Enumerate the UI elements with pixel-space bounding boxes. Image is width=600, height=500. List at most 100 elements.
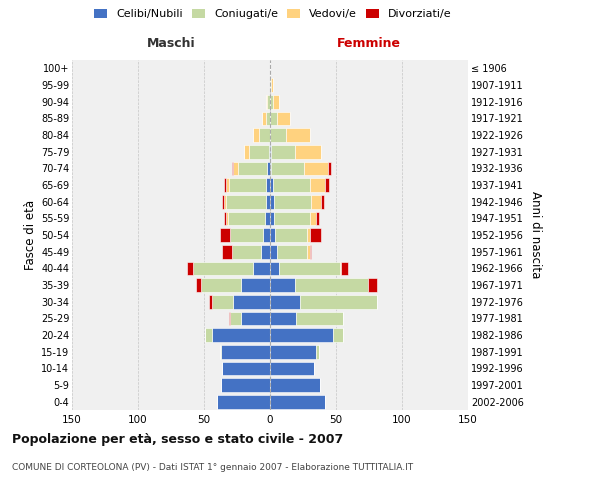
Bar: [221, 378, 270, 392]
Bar: [270, 378, 320, 392]
Bar: [304, 162, 328, 175]
Bar: [223, 195, 224, 208]
Bar: [271, 78, 272, 92]
Bar: [224, 212, 226, 225]
Bar: [270, 112, 277, 125]
Bar: [307, 228, 310, 242]
Bar: [277, 112, 290, 125]
Bar: [224, 178, 226, 192]
Bar: [310, 212, 316, 225]
Text: Maschi: Maschi: [146, 37, 196, 50]
Text: Femmine: Femmine: [337, 37, 401, 50]
Bar: [244, 145, 249, 158]
Bar: [270, 78, 271, 92]
Bar: [268, 95, 270, 108]
Bar: [228, 212, 265, 225]
Bar: [226, 212, 228, 225]
Bar: [202, 278, 241, 292]
Bar: [220, 228, 230, 242]
Bar: [322, 195, 324, 208]
Bar: [275, 228, 307, 242]
Bar: [316, 212, 319, 225]
Bar: [341, 262, 348, 275]
Bar: [270, 262, 279, 275]
Bar: [310, 245, 311, 258]
Bar: [270, 395, 325, 408]
Bar: [310, 178, 325, 192]
Bar: [221, 345, 270, 358]
Bar: [230, 312, 241, 325]
Bar: [229, 178, 266, 192]
Bar: [187, 262, 193, 275]
Bar: [270, 312, 296, 325]
Bar: [274, 212, 310, 225]
Bar: [271, 145, 295, 158]
Bar: [274, 195, 311, 208]
Bar: [270, 212, 274, 225]
Bar: [301, 295, 377, 308]
Bar: [272, 178, 310, 192]
Bar: [263, 228, 270, 242]
Bar: [270, 228, 275, 242]
Bar: [340, 262, 341, 275]
Bar: [270, 195, 274, 208]
Bar: [268, 162, 270, 175]
Bar: [196, 278, 202, 292]
Bar: [226, 195, 266, 208]
Bar: [233, 295, 270, 308]
Bar: [265, 212, 270, 225]
Bar: [262, 112, 266, 125]
Bar: [325, 178, 329, 192]
Bar: [368, 278, 377, 292]
Bar: [266, 112, 270, 125]
Bar: [212, 295, 233, 308]
Bar: [307, 245, 310, 258]
Bar: [224, 195, 226, 208]
Bar: [209, 295, 212, 308]
Bar: [334, 328, 343, 342]
Bar: [193, 262, 253, 275]
Bar: [279, 262, 340, 275]
Bar: [270, 178, 272, 192]
Bar: [249, 145, 269, 158]
Bar: [310, 228, 322, 242]
Bar: [295, 278, 368, 292]
Bar: [241, 312, 270, 325]
Bar: [241, 278, 270, 292]
Bar: [328, 162, 331, 175]
Text: Popolazione per età, sesso e stato civile - 2007: Popolazione per età, sesso e stato civil…: [12, 432, 343, 446]
Bar: [230, 228, 263, 242]
Bar: [286, 128, 310, 142]
Bar: [270, 145, 271, 158]
Y-axis label: Fasce di età: Fasce di età: [23, 200, 37, 270]
Bar: [229, 312, 230, 325]
Bar: [295, 145, 322, 158]
Bar: [272, 95, 279, 108]
Bar: [311, 195, 322, 208]
Y-axis label: Anni di nascita: Anni di nascita: [529, 192, 542, 278]
Bar: [232, 245, 261, 258]
Bar: [220, 345, 221, 358]
Bar: [277, 245, 307, 258]
Bar: [270, 362, 314, 375]
Bar: [261, 245, 270, 258]
Bar: [270, 295, 301, 308]
Bar: [217, 395, 270, 408]
Bar: [226, 178, 229, 192]
Text: COMUNE DI CORTEOLONA (PV) - Dati ISTAT 1° gennaio 2007 - Elaborazione TUTTITALIA: COMUNE DI CORTEOLONA (PV) - Dati ISTAT 1…: [12, 463, 413, 472]
Bar: [223, 245, 232, 258]
Bar: [232, 162, 233, 175]
Bar: [266, 195, 270, 208]
Bar: [270, 345, 316, 358]
Bar: [270, 328, 334, 342]
Bar: [270, 95, 272, 108]
Bar: [269, 145, 270, 158]
Bar: [270, 162, 271, 175]
Bar: [270, 128, 286, 142]
Bar: [259, 128, 270, 142]
Bar: [271, 162, 304, 175]
Bar: [266, 178, 270, 192]
Bar: [212, 328, 270, 342]
Bar: [223, 362, 270, 375]
Bar: [253, 128, 259, 142]
